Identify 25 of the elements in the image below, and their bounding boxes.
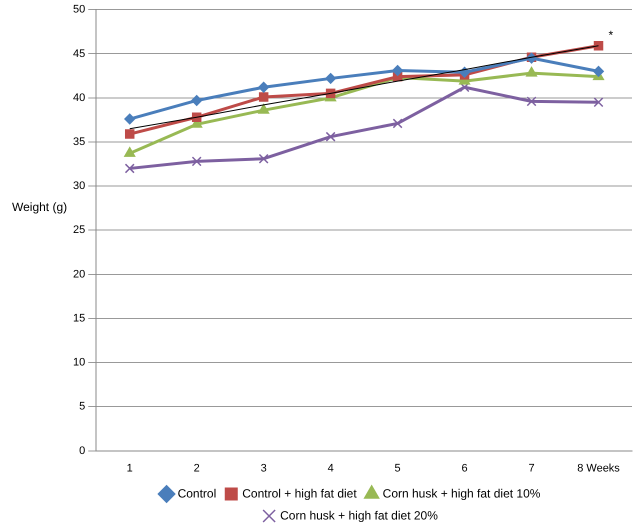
legend-label: Control + high fat diet <box>242 486 358 500</box>
legend-label: Control <box>178 486 216 500</box>
x-tick-label: 4 <box>328 462 334 474</box>
x-tick-label: 8 Weeks <box>577 462 620 474</box>
legend-label: Corn husk + high fat diet 20% <box>280 508 438 522</box>
y-tick-label: 50 <box>72 4 86 16</box>
y-tick-label: 15 <box>72 312 86 324</box>
y-tick-label: 0 <box>79 444 86 457</box>
x-tick-label: 3 <box>260 462 267 474</box>
y-tick-label: 40 <box>72 92 86 104</box>
y-tick-label: 30 <box>72 180 86 192</box>
y-axis-title: Weight (g) <box>12 200 68 214</box>
x-tick-label: 5 <box>394 462 401 474</box>
legend-label: Corn husk + high fat diet 10% <box>382 486 541 500</box>
y-tick-label: 35 <box>72 136 86 148</box>
x-tick-label: 1 <box>126 462 133 474</box>
x-tick-label: 2 <box>194 462 200 474</box>
y-tick-label: 5 <box>79 400 86 413</box>
x-tick-label: 6 <box>462 462 468 474</box>
x-tick-label: 7 <box>528 462 535 474</box>
y-tick-label: 20 <box>72 268 86 280</box>
annotation: * <box>608 28 614 42</box>
y-tick-label: 45 <box>72 48 86 60</box>
y-tick-label: 10 <box>72 356 86 369</box>
y-tick-label: 25 <box>72 224 86 236</box>
